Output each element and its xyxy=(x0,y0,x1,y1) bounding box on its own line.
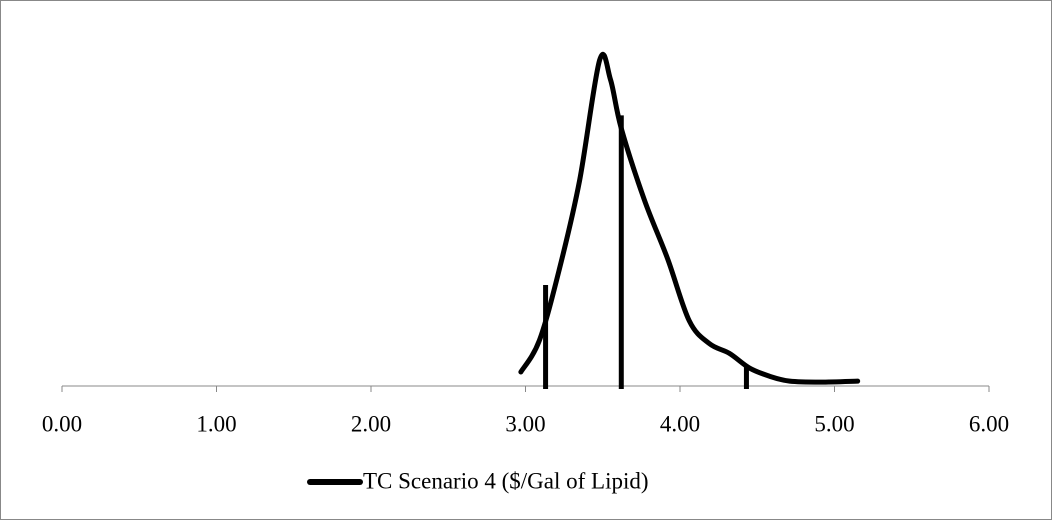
legend-label: TC Scenario 4 ($/Gal of Lipid) xyxy=(363,468,649,493)
x-tick-label: 5.00 xyxy=(814,411,854,436)
x-tick-label: 4.00 xyxy=(660,411,700,436)
x-tick-label: 0.00 xyxy=(42,411,82,436)
x-tick-label: 1.00 xyxy=(196,411,236,436)
x-tick-label: 3.00 xyxy=(505,411,545,436)
x-tick-label: 6.00 xyxy=(969,411,1009,436)
density-line xyxy=(518,51,861,385)
x-tick-label: 2.00 xyxy=(351,411,391,436)
